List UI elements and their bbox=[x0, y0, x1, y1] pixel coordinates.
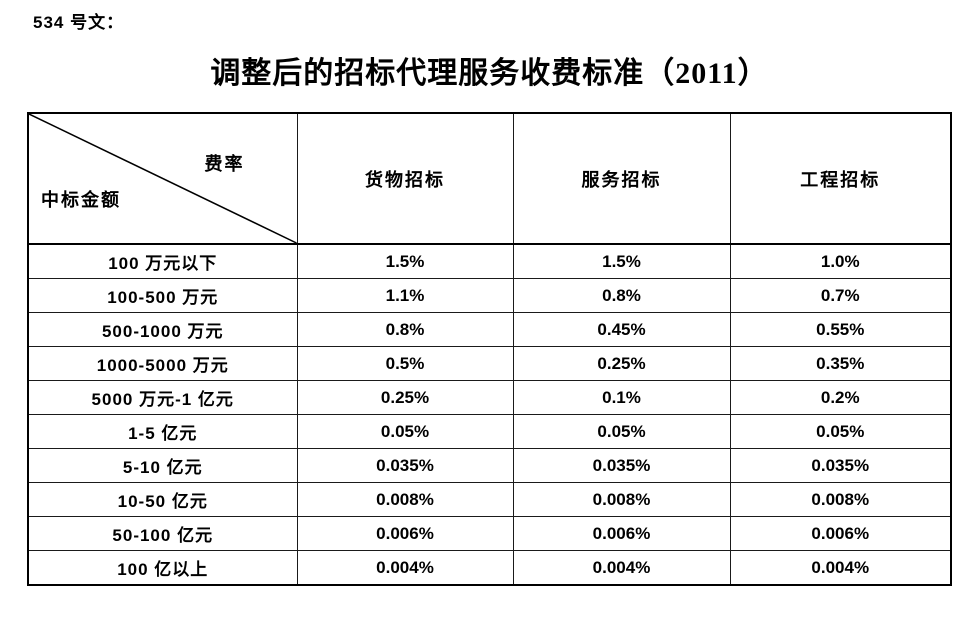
row-label: 5000 万元-1 亿元 bbox=[27, 380, 298, 415]
row-label: 100 亿以上 bbox=[27, 550, 298, 586]
row-label: 50-100 亿元 bbox=[27, 516, 298, 551]
fee-value: 1.1% bbox=[296, 278, 514, 313]
fee-value: 0.35% bbox=[729, 346, 952, 381]
table-row: 500-1000 万元 0.8% 0.45% 0.55% bbox=[27, 312, 952, 347]
page-title: 调整后的招标代理服务收费标准（2011） bbox=[210, 57, 769, 90]
fee-value: 0.035% bbox=[512, 448, 731, 483]
column-header-goods: 货物招标 bbox=[296, 112, 514, 245]
fee-value: 1.5% bbox=[512, 243, 731, 279]
table-row: 10-50 亿元 0.008% 0.008% 0.008% bbox=[27, 482, 952, 517]
column-header-services: 服务招标 bbox=[512, 112, 731, 245]
fee-value: 0.45% bbox=[512, 312, 731, 347]
table-row: 100 亿以上 0.004% 0.004% 0.004% bbox=[27, 550, 952, 586]
table-row: 100-500 万元 1.1% 0.8% 0.7% bbox=[27, 278, 952, 313]
fee-value: 0.006% bbox=[729, 516, 952, 551]
row-label: 100 万元以下 bbox=[27, 243, 298, 279]
table-row: 1-5 亿元 0.05% 0.05% 0.05% bbox=[27, 414, 952, 449]
fee-value: 1.0% bbox=[729, 243, 952, 279]
fee-value: 0.25% bbox=[296, 380, 514, 415]
fee-value: 0.8% bbox=[296, 312, 514, 347]
fee-rate-table: 费率 中标金额 货物招标 服务招标 工程招标 100 万元以下 1.5% 1.5… bbox=[27, 112, 952, 586]
fee-value: 0.55% bbox=[729, 312, 952, 347]
diagonal-divider-line bbox=[29, 114, 297, 243]
corner-header-cell: 费率 中标金额 bbox=[27, 112, 298, 245]
fee-value: 0.05% bbox=[296, 414, 514, 449]
fee-value: 0.05% bbox=[512, 414, 731, 449]
fee-value: 0.006% bbox=[296, 516, 514, 551]
fee-value: 0.004% bbox=[512, 550, 731, 586]
fee-value: 0.008% bbox=[729, 482, 952, 517]
table-row: 5000 万元-1 亿元 0.25% 0.1% 0.2% bbox=[27, 380, 952, 415]
fee-value: 0.004% bbox=[296, 550, 514, 586]
corner-label-fee-rate: 费率 bbox=[204, 154, 245, 174]
table-header-row: 费率 中标金额 货物招标 服务招标 工程招标 bbox=[27, 112, 952, 245]
row-label: 1-5 亿元 bbox=[27, 414, 298, 449]
fee-value: 0.035% bbox=[296, 448, 514, 483]
fee-value: 0.008% bbox=[296, 482, 514, 517]
fee-value: 0.008% bbox=[512, 482, 731, 517]
fee-value: 0.2% bbox=[729, 380, 952, 415]
fee-value: 0.006% bbox=[512, 516, 731, 551]
row-label: 100-500 万元 bbox=[27, 278, 298, 313]
corner-label-bid-amount: 中标金额 bbox=[41, 190, 121, 210]
fee-value: 0.035% bbox=[729, 448, 952, 483]
column-header-engineering: 工程招标 bbox=[729, 112, 952, 245]
fee-value: 0.8% bbox=[512, 278, 731, 313]
fee-value: 1.5% bbox=[296, 243, 514, 279]
fee-value: 0.004% bbox=[729, 550, 952, 586]
row-label: 10-50 亿元 bbox=[27, 482, 298, 517]
doc-number-label: 534 号文： bbox=[33, 13, 125, 32]
fee-value: 0.1% bbox=[512, 380, 731, 415]
table-row: 50-100 亿元 0.006% 0.006% 0.006% bbox=[27, 516, 952, 551]
row-label: 1000-5000 万元 bbox=[27, 346, 298, 381]
fee-value: 0.7% bbox=[729, 278, 952, 313]
fee-value: 0.25% bbox=[512, 346, 731, 381]
fee-value: 0.05% bbox=[729, 414, 952, 449]
fee-value: 0.5% bbox=[296, 346, 514, 381]
row-label: 5-10 亿元 bbox=[27, 448, 298, 483]
table-row: 100 万元以下 1.5% 1.5% 1.0% bbox=[27, 243, 952, 279]
row-label: 500-1000 万元 bbox=[27, 312, 298, 347]
table-row: 1000-5000 万元 0.5% 0.25% 0.35% bbox=[27, 346, 952, 381]
table-row: 5-10 亿元 0.035% 0.035% 0.035% bbox=[27, 448, 952, 483]
